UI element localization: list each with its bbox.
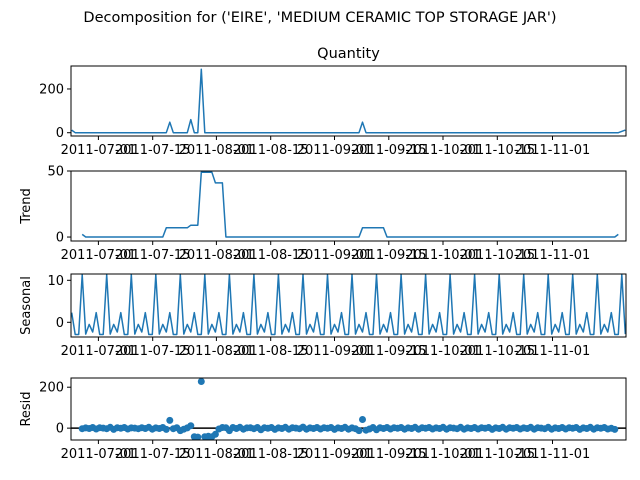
panel-1: 02002011-07-012011-07-152011-08-012011-0…: [39, 46, 627, 158]
x-tick-label: 2011-07-15: [115, 447, 191, 462]
x-tick-label: 2011-10-15: [460, 143, 536, 158]
series-line: [81, 171, 619, 238]
x-tick-label: 2011-09-01: [297, 344, 373, 359]
plot-area: [81, 171, 619, 238]
y-tick-label: 0: [56, 231, 64, 246]
x-tick-label: 2011-07-01: [61, 248, 137, 263]
resid-point: [211, 430, 219, 438]
x-tick-label: 2011-09-15: [351, 344, 427, 359]
x-tick-label: 2011-11-01: [515, 344, 591, 359]
y-axis-label: Resid: [19, 391, 34, 426]
x-tick-label: 2011-08-01: [179, 248, 255, 263]
panel-frame: [70, 377, 627, 441]
x-tick-label: 2011-09-01: [297, 143, 373, 158]
y-tick-label: 50: [47, 165, 64, 180]
x-tick-label: 2011-11-01: [515, 447, 591, 462]
y-tick-label: 0: [56, 422, 64, 437]
x-tick-label: 2011-07-01: [61, 447, 137, 462]
x-tick-label: 2011-10-01: [405, 344, 481, 359]
x-tick-label: 2011-08-15: [233, 447, 309, 462]
y-tick-label: 200: [39, 381, 64, 396]
x-tick-label: 2011-08-01: [179, 447, 255, 462]
x-tick-label: 2011-09-01: [297, 248, 373, 263]
resid-point: [166, 416, 174, 424]
x-tick-label: 2011-08-01: [179, 344, 255, 359]
x-tick-label: 2011-08-01: [179, 143, 255, 158]
x-tick-label: 2011-07-01: [61, 344, 137, 359]
y-tick-label: 10: [47, 274, 64, 289]
x-tick-label: 2011-10-01: [405, 248, 481, 263]
x-tick-label: 2011-10-15: [460, 344, 536, 359]
plot-area: [71, 274, 626, 336]
x-tick-label: 2011-10-01: [405, 447, 481, 462]
x-tick-label: 2011-09-15: [351, 447, 427, 462]
x-tick-label: 2011-07-01: [61, 143, 137, 158]
panel-frame: [70, 170, 627, 242]
x-tick-label: 2011-09-15: [351, 248, 427, 263]
y-tick-label: 0: [56, 316, 64, 331]
panel-2: 0 50 2011-07-012011-07-152011-08-012011-08…: [19, 165, 627, 263]
resid-point: [162, 425, 170, 433]
y-tick-label: 0: [56, 126, 64, 141]
x-tick-label: 2011-10-01: [405, 143, 481, 158]
plot-area: [71, 378, 626, 440]
resid-point: [355, 427, 363, 435]
series-line: [71, 274, 626, 336]
x-tick-label: 2011-07-15: [115, 344, 191, 359]
panel-title: Quantity: [317, 46, 380, 62]
series-line: [71, 68, 626, 134]
x-tick-label: 2011-07-15: [115, 143, 191, 158]
plot-area: [71, 68, 626, 134]
resid-point: [359, 416, 366, 423]
y-axis-label: Seasonal: [19, 276, 34, 335]
y-axis-label: Trend: [19, 188, 34, 225]
resid-point: [197, 378, 205, 385]
x-tick-label: 2011-10-15: [460, 447, 536, 462]
resid-point: [611, 425, 619, 433]
y-tick-label: 200: [39, 82, 64, 97]
figure-suptitle: Decomposition for ('EIRE', 'MEDIUM CERAM…: [83, 10, 556, 26]
x-tick-label: 2011-10-15: [460, 248, 536, 263]
x-tick-label: 2011-09-15: [351, 143, 427, 158]
x-tick-label: 2011-09-01: [297, 447, 373, 462]
x-tick-label: 2011-11-01: [515, 248, 591, 263]
x-tick-label: 2011-07-15: [115, 248, 191, 263]
panel-frame: [70, 65, 627, 137]
panel-4: 02002011-07-012011-07-152011-08-012011-0…: [19, 377, 627, 462]
resid-point: [194, 433, 202, 440]
panel-3: 0 10 2011-07-012011-07-152011-08-012011-08…: [19, 273, 627, 359]
x-tick-label: 2011-08-15: [233, 143, 309, 158]
x-tick-label: 2011-08-15: [233, 248, 309, 263]
x-tick-label: 2011-08-15: [233, 344, 309, 359]
resid-point: [187, 422, 195, 430]
panel-frame: [70, 273, 627, 338]
x-tick-label: 2011-11-01: [515, 143, 591, 158]
